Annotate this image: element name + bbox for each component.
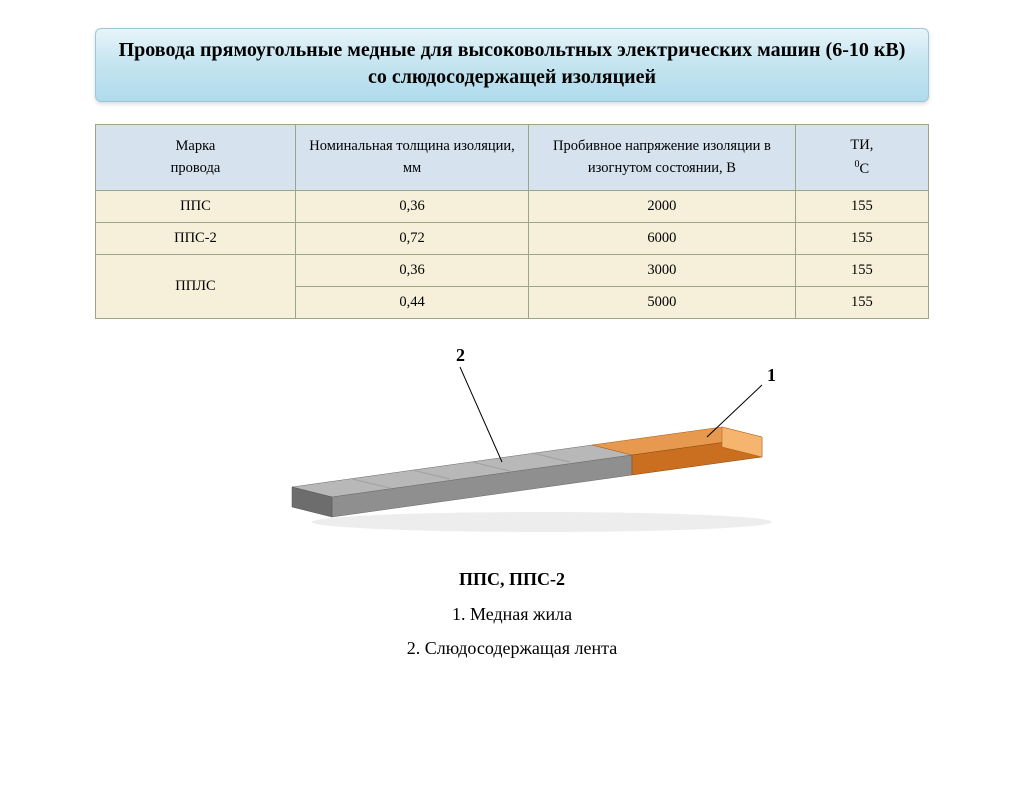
caption-block: ППС, ППС-2 1. Медная жила 2. Слюдосодерж… bbox=[0, 562, 1024, 665]
cell-thickness: 0,36 bbox=[295, 255, 528, 287]
spec-table: Марка провода Номинальная толщина изоляци… bbox=[95, 124, 929, 319]
table-row: ППС 0,36 2000 155 bbox=[96, 191, 929, 223]
cell-ti: 155 bbox=[795, 191, 928, 223]
cell-brand: ППС bbox=[96, 191, 296, 223]
spec-table-container: Марка провода Номинальная толщина изоляци… bbox=[95, 124, 929, 319]
cell-brand: ППЛС bbox=[96, 255, 296, 319]
cell-thickness: 0,72 bbox=[295, 223, 528, 255]
th-ti-pre: ТИ, bbox=[850, 137, 873, 153]
cell-breakdown: 2000 bbox=[529, 191, 796, 223]
caption-item-1: 1. Медная жила bbox=[0, 597, 1024, 631]
cell-ti: 155 bbox=[795, 287, 928, 319]
wire-diagram: 2 1 bbox=[0, 337, 1024, 552]
caption-title: ППС, ППС-2 bbox=[0, 562, 1024, 596]
th-thickness: Номинальная толщина изоляции, мм bbox=[295, 125, 528, 191]
diagram-label-2: 2 bbox=[456, 345, 465, 365]
cell-breakdown: 3000 bbox=[529, 255, 796, 287]
leader-line-1 bbox=[707, 385, 762, 437]
cell-breakdown: 5000 bbox=[529, 287, 796, 319]
wire-svg: 2 1 bbox=[202, 337, 822, 547]
cell-thickness: 0,36 bbox=[295, 191, 528, 223]
table-row: ППС-2 0,72 6000 155 bbox=[96, 223, 929, 255]
th-brand-l1: Марка bbox=[176, 138, 216, 154]
cell-ti: 155 bbox=[795, 255, 928, 287]
cell-breakdown: 6000 bbox=[529, 223, 796, 255]
caption-item-2: 2. Слюдосодержащая лента bbox=[0, 631, 1024, 665]
th-ti-unit: С bbox=[860, 161, 870, 177]
th-breakdown: Пробивное напряжение изоляции в изогнуто… bbox=[529, 125, 796, 191]
diagram-label-1: 1 bbox=[767, 365, 776, 385]
th-ti: ТИ,0С bbox=[795, 125, 928, 191]
page-title: Провода прямоугольные медные для высоков… bbox=[95, 28, 929, 102]
cell-thickness: 0,44 bbox=[295, 287, 528, 319]
table-row: ППЛС 0,36 3000 155 bbox=[96, 255, 929, 287]
shadow bbox=[312, 512, 772, 532]
table-header-row: Марка провода Номинальная толщина изоляци… bbox=[96, 125, 929, 191]
cell-brand: ППС-2 bbox=[96, 223, 296, 255]
th-brand-l2: провода bbox=[171, 160, 221, 176]
cell-ti: 155 bbox=[795, 223, 928, 255]
th-brand: Марка провода bbox=[96, 125, 296, 191]
leader-line-2 bbox=[460, 367, 502, 462]
